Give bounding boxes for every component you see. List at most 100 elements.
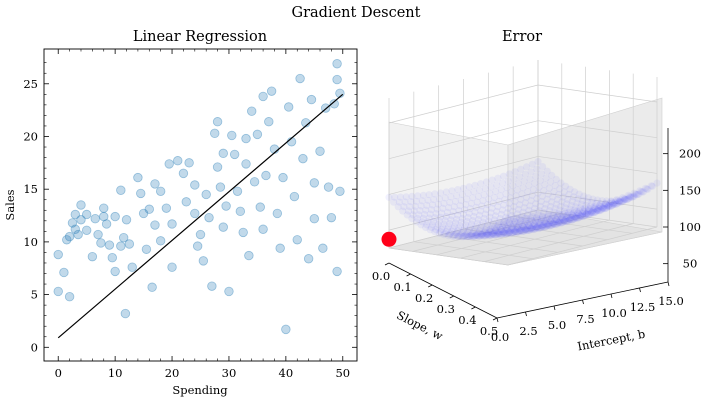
surface-point xyxy=(502,226,510,234)
surface-point xyxy=(525,221,533,229)
surface-point xyxy=(499,228,508,237)
surface-point xyxy=(533,224,541,232)
surface-point xyxy=(566,185,574,193)
surface-point xyxy=(534,216,542,224)
error-title: Error xyxy=(502,29,542,45)
surface-point xyxy=(623,195,631,203)
surface-point xyxy=(432,226,440,234)
surface-point xyxy=(556,210,564,218)
surface-point xyxy=(541,205,549,213)
surface-point xyxy=(486,189,494,197)
surface-point xyxy=(501,221,509,229)
data-point xyxy=(76,215,86,225)
data-point xyxy=(332,59,342,69)
surface-point xyxy=(582,211,590,219)
surface-point xyxy=(624,191,632,199)
surface-point xyxy=(466,205,474,213)
b-tick-label: 12.5 xyxy=(630,300,656,314)
surface-point xyxy=(493,231,501,239)
surface-point xyxy=(525,226,533,234)
surface-point xyxy=(527,216,535,224)
surface-point xyxy=(471,225,479,233)
surface-point xyxy=(517,216,525,224)
surface-point xyxy=(454,227,462,235)
surface-point xyxy=(487,231,495,239)
error-surface xyxy=(385,158,661,241)
surface-point xyxy=(560,207,568,215)
data-point xyxy=(227,130,237,141)
surface-point xyxy=(527,214,535,222)
surface-point xyxy=(473,232,481,240)
surface-point xyxy=(450,232,458,240)
data-point xyxy=(275,243,285,253)
data-point xyxy=(255,202,265,212)
surface-point xyxy=(532,225,540,233)
surface-point xyxy=(569,212,577,220)
surface-point xyxy=(401,198,409,206)
surface-point xyxy=(557,219,565,227)
surface-point xyxy=(510,203,518,211)
surface-point xyxy=(561,217,569,225)
surface-point xyxy=(403,211,411,219)
surface-point xyxy=(544,221,552,229)
data-point xyxy=(247,106,257,116)
data-point xyxy=(335,186,345,196)
surface-point xyxy=(576,213,584,221)
surface-point xyxy=(539,215,548,223)
surface-point xyxy=(491,226,500,234)
grid-line xyxy=(488,222,608,241)
surface-point xyxy=(540,209,548,217)
surface-point xyxy=(488,231,496,239)
surface-point xyxy=(436,213,445,221)
surface-point xyxy=(541,217,549,226)
surface-point xyxy=(552,215,560,223)
b-tick xyxy=(639,287,641,293)
surface-point xyxy=(486,226,494,234)
surface-point xyxy=(447,216,455,224)
surface-point xyxy=(510,215,518,223)
surface-point xyxy=(472,231,480,239)
surface-point xyxy=(543,167,551,175)
surface-point xyxy=(538,212,547,220)
error-tick-label: 150 xyxy=(679,183,701,197)
surface-point xyxy=(513,224,521,232)
surface-point xyxy=(475,211,484,219)
surface-point xyxy=(536,218,544,226)
surface-point xyxy=(487,225,495,233)
surface-point xyxy=(589,209,597,217)
surface-point xyxy=(536,220,544,228)
surface-point xyxy=(481,228,489,236)
surface-point xyxy=(495,229,503,237)
surface-point xyxy=(440,220,448,228)
surface-point xyxy=(601,204,610,213)
surface-point xyxy=(450,222,458,230)
surface-point xyxy=(550,187,558,196)
surface-point xyxy=(504,222,512,230)
surface-point xyxy=(428,221,437,229)
surface-point xyxy=(469,216,477,225)
b-tick-label: 15.0 xyxy=(658,294,684,308)
surface-point xyxy=(520,220,528,228)
surface-point xyxy=(480,228,488,236)
surface-point xyxy=(600,202,608,210)
surface-point xyxy=(497,230,505,238)
surface-point xyxy=(556,219,564,227)
surface-point xyxy=(526,175,534,183)
surface-point xyxy=(624,195,633,203)
surface-point xyxy=(416,207,424,215)
surface-point xyxy=(474,229,482,237)
surface-point xyxy=(408,192,416,200)
surface-point xyxy=(394,203,402,211)
grid-line xyxy=(388,120,539,160)
surface-point xyxy=(542,174,550,182)
surface-point xyxy=(599,204,607,212)
surface-point xyxy=(542,219,550,227)
surface-point xyxy=(474,215,482,224)
data-point xyxy=(192,241,203,251)
surface-point xyxy=(562,214,571,222)
surface-point xyxy=(560,217,568,225)
surface-point xyxy=(609,200,618,208)
b-tick-label: 2.5 xyxy=(519,324,537,338)
surface-point xyxy=(514,205,523,214)
surface-point xyxy=(463,230,471,238)
